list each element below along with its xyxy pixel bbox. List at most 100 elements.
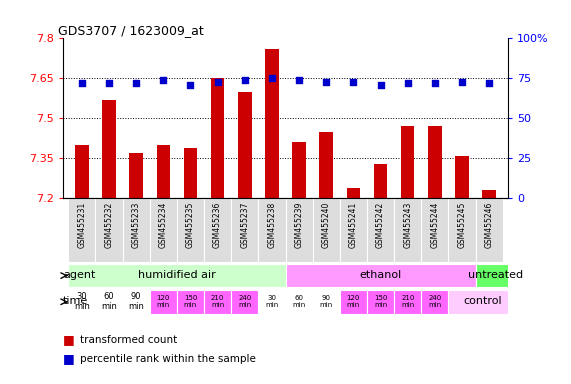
Text: GSM455246: GSM455246 [485,202,494,248]
FancyBboxPatch shape [204,290,231,314]
Bar [156,145,170,199]
FancyBboxPatch shape [150,290,177,314]
FancyBboxPatch shape [476,199,502,263]
Text: GSM455232: GSM455232 [104,202,114,248]
Text: 90
min: 90 min [320,295,333,308]
Text: time: time [63,296,89,306]
Text: 120
min: 120 min [156,295,170,308]
FancyBboxPatch shape [286,264,476,287]
Point [485,80,494,86]
Bar [455,156,469,199]
Point [159,77,168,83]
Bar [75,145,89,199]
FancyBboxPatch shape [258,199,286,263]
FancyBboxPatch shape [313,290,340,314]
Text: GSM455237: GSM455237 [240,202,250,248]
Text: GSM455241: GSM455241 [349,202,358,248]
Text: 120
min: 120 min [347,295,360,308]
Text: transformed count: transformed count [80,335,177,345]
FancyBboxPatch shape [340,290,367,314]
FancyBboxPatch shape [286,199,313,263]
FancyBboxPatch shape [286,290,313,314]
Text: 30
min: 30 min [74,292,90,311]
Bar [482,190,496,199]
Bar [102,100,116,199]
FancyBboxPatch shape [69,290,95,314]
FancyBboxPatch shape [313,199,340,263]
Text: 240
min: 240 min [428,295,441,308]
FancyBboxPatch shape [367,199,394,263]
Text: GSM455236: GSM455236 [213,202,222,248]
Text: 210
min: 210 min [211,295,224,308]
Text: GSM455234: GSM455234 [159,202,168,248]
Point [240,77,250,83]
Point [131,80,140,86]
FancyBboxPatch shape [177,199,204,263]
Point [77,80,86,86]
Text: percentile rank within the sample: percentile rank within the sample [80,354,256,364]
Point [403,80,412,86]
Text: 210
min: 210 min [401,295,415,308]
Point [104,80,114,86]
Bar [347,188,360,199]
Text: GDS3707 / 1623009_at: GDS3707 / 1623009_at [58,24,204,37]
Point [267,75,276,81]
Text: GSM455233: GSM455233 [132,202,140,248]
Text: GSM455238: GSM455238 [267,202,276,248]
Text: ■: ■ [63,353,75,366]
Text: ethanol: ethanol [359,270,401,280]
Point [349,79,358,85]
FancyBboxPatch shape [367,290,394,314]
FancyBboxPatch shape [258,290,286,314]
Text: agent: agent [63,270,95,280]
Bar [428,126,441,199]
FancyBboxPatch shape [69,199,95,263]
Point [321,79,331,85]
Text: GSM455231: GSM455231 [77,202,86,248]
FancyBboxPatch shape [204,199,231,263]
Text: control: control [463,296,502,306]
Text: GSM455242: GSM455242 [376,202,385,248]
Text: GSM455244: GSM455244 [431,202,439,248]
Text: 150
min: 150 min [374,295,387,308]
Bar [319,132,333,199]
FancyBboxPatch shape [394,199,421,263]
Text: 30
min: 30 min [266,295,279,308]
Bar [211,78,224,199]
Bar [184,148,197,199]
Text: humidified air: humidified air [138,270,216,280]
FancyBboxPatch shape [394,290,421,314]
FancyBboxPatch shape [69,264,286,287]
Bar [130,153,143,199]
FancyBboxPatch shape [123,199,150,263]
Text: 60
min: 60 min [292,295,305,308]
FancyBboxPatch shape [448,290,516,314]
FancyBboxPatch shape [123,290,150,314]
Text: GSM455240: GSM455240 [321,202,331,248]
Bar [374,164,387,199]
Bar [292,142,306,199]
Text: 90
min: 90 min [128,292,144,311]
FancyBboxPatch shape [476,264,516,287]
Point [186,82,195,88]
FancyBboxPatch shape [231,290,258,314]
FancyBboxPatch shape [95,290,123,314]
Text: 150
min: 150 min [184,295,197,308]
Bar [238,92,252,199]
FancyBboxPatch shape [231,199,258,263]
Text: GSM455243: GSM455243 [403,202,412,248]
FancyBboxPatch shape [448,199,476,263]
FancyBboxPatch shape [150,199,177,263]
Bar [401,126,415,199]
Text: ■: ■ [63,333,75,346]
Text: GSM455245: GSM455245 [457,202,467,248]
FancyBboxPatch shape [340,199,367,263]
Text: GSM455235: GSM455235 [186,202,195,248]
Point [431,80,440,86]
Bar [265,49,279,199]
Text: untreated: untreated [468,270,524,280]
Point [295,77,304,83]
FancyBboxPatch shape [177,290,204,314]
FancyBboxPatch shape [421,199,448,263]
Point [213,79,222,85]
